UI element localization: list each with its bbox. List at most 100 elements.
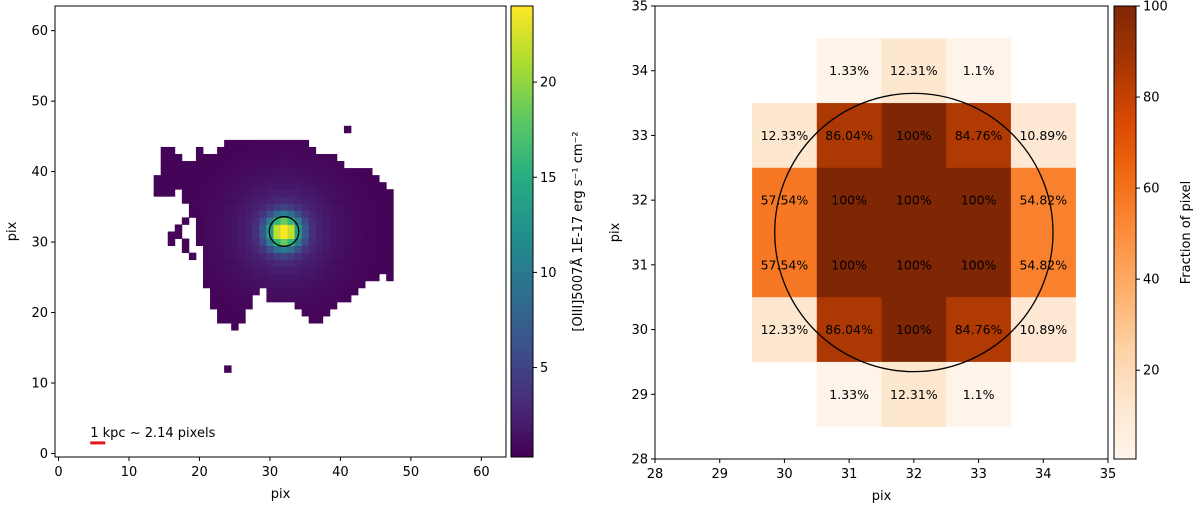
- emission-pixel: [259, 245, 267, 254]
- emission-pixel: [358, 175, 366, 183]
- right-pixel-map: [752, 38, 1076, 427]
- emission-pixel: [195, 175, 204, 183]
- emission-pixel: [160, 153, 169, 162]
- emission-pixel: [350, 196, 359, 204]
- emission-pixel: [245, 231, 253, 239]
- emission-pixel: [379, 245, 387, 254]
- emission-pixel: [238, 146, 246, 155]
- emission-pixel: [301, 196, 310, 204]
- emission-pixel: [273, 280, 281, 289]
- y-tick-label: 34: [631, 64, 648, 79]
- x-tick-label: 29: [711, 467, 728, 482]
- emission-pixel: [231, 245, 239, 254]
- fraction-cell: [881, 297, 947, 363]
- y-tick-label: 40: [31, 165, 48, 180]
- emission-pixel: [350, 280, 359, 289]
- emission-pixel: [329, 224, 338, 232]
- emission-pixel: [280, 217, 288, 225]
- emission-pixel: [280, 287, 288, 296]
- fraction-cell: [946, 361, 1012, 427]
- emission-pixel: [315, 210, 324, 218]
- emission-pixel: [322, 301, 331, 310]
- emission-pixel: [231, 323, 239, 331]
- emission-pixel: [315, 245, 324, 254]
- emission-pixel: [202, 203, 211, 211]
- emission-pixel: [336, 294, 345, 303]
- emission-pixel: [273, 231, 281, 239]
- emission-pixel: [372, 245, 380, 254]
- y-tick-label: 50: [31, 95, 48, 110]
- emission-pixel: [301, 252, 310, 261]
- emission-pixel: [238, 175, 246, 183]
- emission-pixel: [379, 266, 387, 275]
- emission-pixel: [350, 182, 359, 190]
- emission-pixel: [252, 203, 260, 211]
- emission-pixel: [343, 294, 352, 303]
- colorbar-tick-label: 100: [1143, 0, 1168, 15]
- y-tick-label: 10: [31, 377, 48, 392]
- emission-pixel: [210, 182, 218, 190]
- emission-pixel: [301, 259, 310, 268]
- emission-pixel: [224, 217, 232, 225]
- emission-pixel: [195, 224, 204, 232]
- emission-pixel: [350, 238, 359, 246]
- emission-pixel: [336, 224, 345, 232]
- emission-pixel: [315, 224, 324, 232]
- emission-pixel: [315, 196, 324, 204]
- x-tick-label: 31: [841, 467, 858, 482]
- left-colorbar-ticks: 5 10 15 20: [533, 76, 557, 376]
- emission-pixel: [287, 287, 295, 296]
- emission-pixel: [301, 238, 310, 246]
- emission-pixel: [308, 196, 317, 204]
- fraction-cell: [752, 167, 818, 233]
- emission-pixel: [372, 252, 380, 261]
- emission-pixel: [259, 182, 267, 190]
- emission-pixel: [329, 280, 338, 289]
- emission-pixel: [329, 301, 338, 310]
- emission-pixel: [301, 294, 310, 303]
- fraction-cell-label: 12.33%: [761, 322, 809, 337]
- emission-pixel: [294, 252, 303, 261]
- emission-pixel: [259, 168, 267, 176]
- left-colorbar: [511, 6, 533, 457]
- emission-pixel: [160, 161, 169, 169]
- fraction-cell-label: 12.33%: [761, 128, 809, 143]
- emission-pixel: [202, 252, 211, 261]
- emission-pixel: [266, 252, 274, 261]
- emission-pixel: [372, 231, 380, 239]
- right-colorbar-label: Fraction of pixel: [1179, 181, 1194, 284]
- emission-pixel: [266, 161, 274, 169]
- right-panel: 1.33% 12.31% 1.1% 12.33% 86.04% 100% 84.76% 10.…: [608, 0, 1194, 504]
- emission-pixel: [358, 280, 366, 289]
- emission-pixel: [252, 266, 260, 275]
- fraction-cell-label: 84.76%: [955, 322, 1003, 337]
- emission-pixel: [343, 280, 352, 289]
- emission-pixel: [217, 189, 225, 197]
- emission-pixel: [301, 210, 310, 218]
- emission-pixel: [350, 189, 359, 197]
- emission-pixel: [365, 259, 373, 268]
- emission-pixel: [315, 203, 324, 211]
- emission-pixel: [217, 175, 225, 183]
- fraction-cell: [752, 232, 818, 298]
- emission-pixel: [301, 175, 310, 183]
- emission-pixel: [259, 280, 267, 289]
- emission-pixel: [224, 301, 232, 310]
- emission-pixel: [231, 224, 239, 232]
- emission-pixel: [315, 259, 324, 268]
- emission-pixel: [287, 153, 295, 162]
- emission-pixel: [210, 245, 218, 254]
- emission-pixel: [167, 189, 176, 197]
- emission-pixel: [202, 161, 211, 169]
- emission-pixel: [372, 189, 380, 197]
- emission-pixel: [273, 273, 281, 282]
- emission-pixel: [308, 301, 317, 310]
- emission-pixel: [336, 238, 345, 246]
- emission-pixel: [350, 203, 359, 211]
- fraction-cell-label: 100%: [831, 257, 867, 272]
- emission-pixel: [315, 238, 324, 246]
- emission-pixel: [329, 168, 338, 176]
- emission-pixel: [231, 189, 239, 197]
- emission-pixel: [329, 294, 338, 303]
- emission-pixel: [287, 259, 295, 268]
